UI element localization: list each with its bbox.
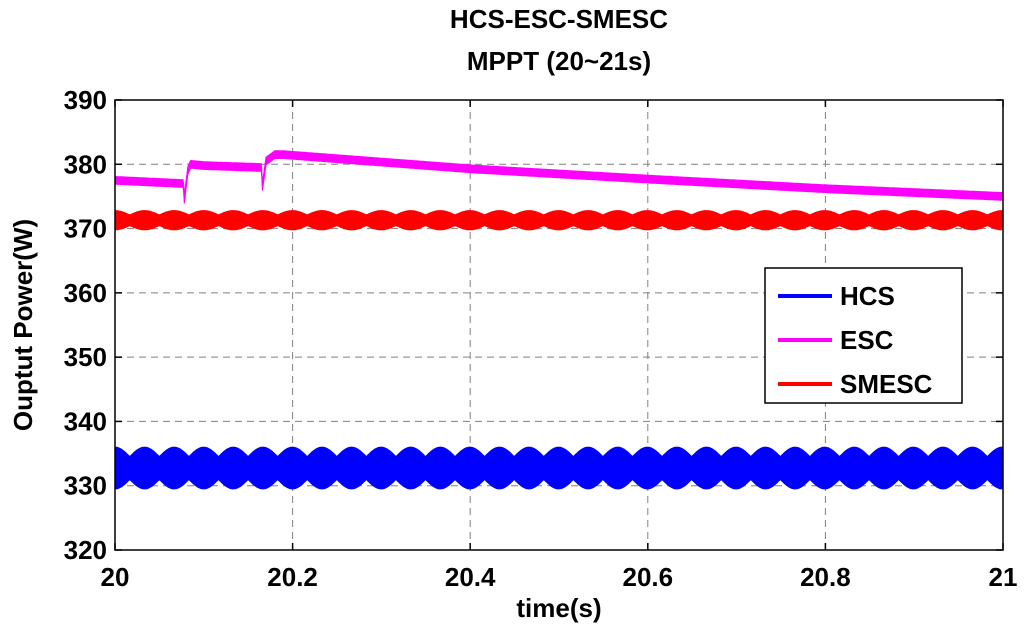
legend: HCS ESC SMESC (764, 267, 963, 404)
x-tick-label: 20.8 (800, 562, 851, 592)
x-tick-labels: 20 20.2 20.4 20.6 20.8 21 (101, 562, 1018, 592)
y-tick-label: 370 (64, 214, 107, 244)
y-tick-label: 360 (64, 278, 107, 308)
y-tick-label: 390 (64, 85, 107, 115)
x-tick-label: 21 (989, 562, 1018, 592)
legend-label-esc: ESC (840, 325, 894, 355)
plot-frame (114, 99, 1004, 551)
series-layer (114, 150, 1004, 490)
y-tick-label: 330 (64, 471, 107, 501)
x-tick-label: 20.6 (622, 562, 673, 592)
y-tick-label: 320 (64, 535, 107, 565)
x-tick-label: 20.2 (267, 562, 318, 592)
x-tick-label: 20 (101, 562, 130, 592)
y-axis-label: Ouptut Power(W) (8, 219, 38, 431)
x-tick-label: 20.4 (445, 562, 496, 592)
chart-subtitle: MPPT (20~21s) (467, 46, 651, 76)
legend-label-hcs: HCS (840, 281, 895, 311)
y-tick-label: 380 (64, 149, 107, 179)
y-tick-label: 340 (64, 406, 107, 436)
x-axis-label: time(s) (516, 593, 601, 623)
legend-label-smesc: SMESC (840, 369, 933, 399)
y-tick-label: 350 (64, 342, 107, 372)
y-tick-labels: 320 330 340 350 360 370 380 390 (64, 85, 107, 565)
legend-box (764, 267, 963, 404)
chart-title: HCS-ESC-SMESC (450, 4, 668, 34)
